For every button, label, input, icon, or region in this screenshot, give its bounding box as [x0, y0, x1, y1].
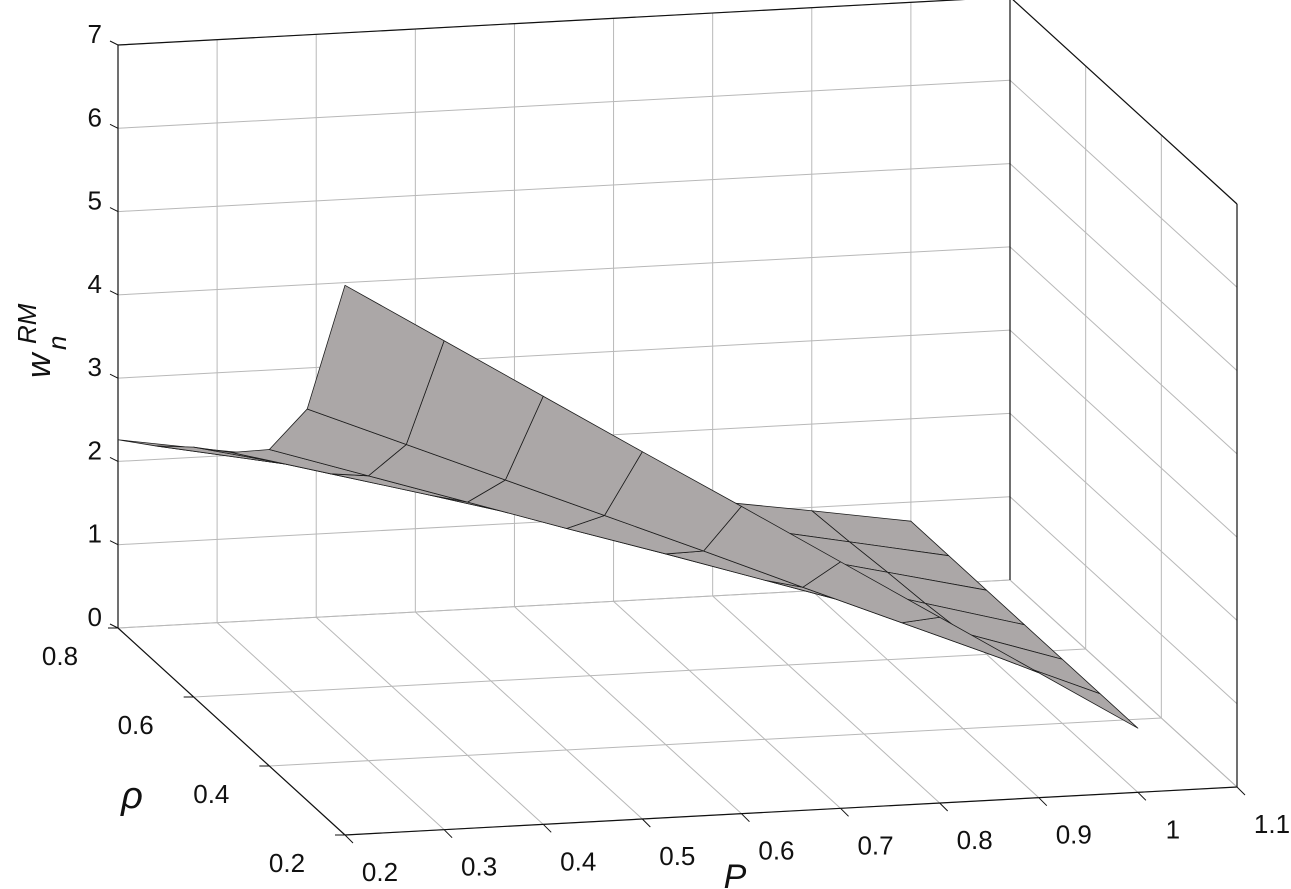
z-tick-label: 3 — [88, 352, 102, 382]
grid-line — [216, 622, 445, 831]
x-tick-label: 0.7 — [857, 830, 893, 860]
x-tick-label: 0.3 — [461, 852, 497, 882]
y-axis-line — [117, 627, 346, 836]
grid-line — [1009, 496, 1238, 705]
y-tick-label: 0.8 — [42, 641, 78, 671]
x-tick-mark — [1137, 791, 1147, 801]
grid-line — [811, 590, 1040, 799]
grid-line — [1009, 413, 1238, 621]
grid-line — [193, 648, 1086, 698]
x-tick-label: 0.2 — [362, 857, 398, 887]
x-tick-label: 0.6 — [758, 836, 794, 866]
z-tick-label: 2 — [88, 435, 102, 465]
x-tick-mark — [344, 834, 354, 844]
z-tick-mark — [109, 623, 119, 629]
z-tick-label: 6 — [88, 102, 102, 132]
y-axis-label: ρ — [120, 775, 143, 817]
z-tick-label: 1 — [88, 519, 102, 549]
x-axis-label: P — [724, 858, 747, 889]
box-edge — [117, 0, 966, 46]
z-tick-mark — [109, 540, 119, 546]
y-tick-label: 0.2 — [269, 848, 305, 878]
z-tick-label: 5 — [88, 186, 102, 216]
x-tick-mark — [840, 807, 849, 817]
x-tick-mark — [741, 813, 750, 823]
grid-line — [117, 329, 1011, 379]
z-label-base: w — [20, 351, 58, 378]
grid-line — [117, 163, 1011, 213]
grid-line — [613, 600, 841, 809]
z-label-sup: RM — [12, 303, 42, 344]
z-tick-label: 4 — [88, 269, 102, 299]
z-tick-mark — [109, 207, 119, 213]
grid-line — [1009, 79, 1238, 288]
z-tick-mark — [109, 40, 119, 46]
z-tick-mark — [109, 456, 119, 462]
grid-line — [1009, 329, 1238, 538]
z-label-sub: n — [42, 336, 72, 350]
x-tick-mark — [641, 818, 651, 828]
z-axis-label: w n RM — [12, 303, 72, 378]
x-tick-mark — [1038, 797, 1048, 807]
grid-line — [117, 246, 1011, 296]
z-tick-label: 0 — [88, 602, 102, 632]
labels: P ρ w n RM 0.2 0.3 0.4 0.5 0.6 0.7 0.8 0.9 1 1.1 0… — [12, 19, 1290, 889]
grid-line — [117, 79, 1011, 129]
x-tick-mark — [443, 829, 453, 839]
y-tick-label: 0.6 — [118, 710, 154, 740]
box-edge — [1012, 0, 1238, 205]
x-tick-mark — [939, 802, 949, 812]
grid-line — [1009, 579, 1238, 788]
z-tick-mark — [109, 373, 119, 379]
x-tick-label: 0.9 — [1056, 820, 1092, 850]
grid-line — [712, 595, 941, 804]
grid-line — [514, 606, 742, 815]
surface — [117, 284, 1139, 729]
grid-line — [315, 616, 544, 825]
x-tick-mark — [542, 823, 552, 833]
grid-line — [269, 717, 1162, 767]
z-tick-mark — [109, 123, 119, 129]
grid — [108, 0, 1246, 844]
grid-line — [1009, 163, 1238, 371]
grid-line — [1009, 246, 1238, 455]
x-tick-label: 1 — [1166, 814, 1180, 844]
z-tick-mark — [109, 290, 119, 296]
z-tick-label: 7 — [88, 19, 102, 49]
grid-line — [414, 611, 643, 820]
x-tick-label: 0.4 — [560, 846, 596, 876]
x-tick-label: 0.5 — [659, 841, 695, 871]
y-tick-label: 0.4 — [193, 779, 229, 809]
x-axis-line — [344, 786, 1238, 836]
x-tick-label: 1.1 — [1254, 809, 1290, 839]
x-tick-mark — [1236, 786, 1246, 796]
x-tick-label: 0.8 — [957, 825, 993, 855]
surface-patch — [306, 284, 445, 445]
